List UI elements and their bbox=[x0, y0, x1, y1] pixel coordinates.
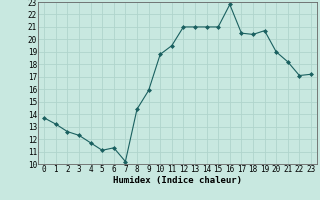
X-axis label: Humidex (Indice chaleur): Humidex (Indice chaleur) bbox=[113, 176, 242, 185]
